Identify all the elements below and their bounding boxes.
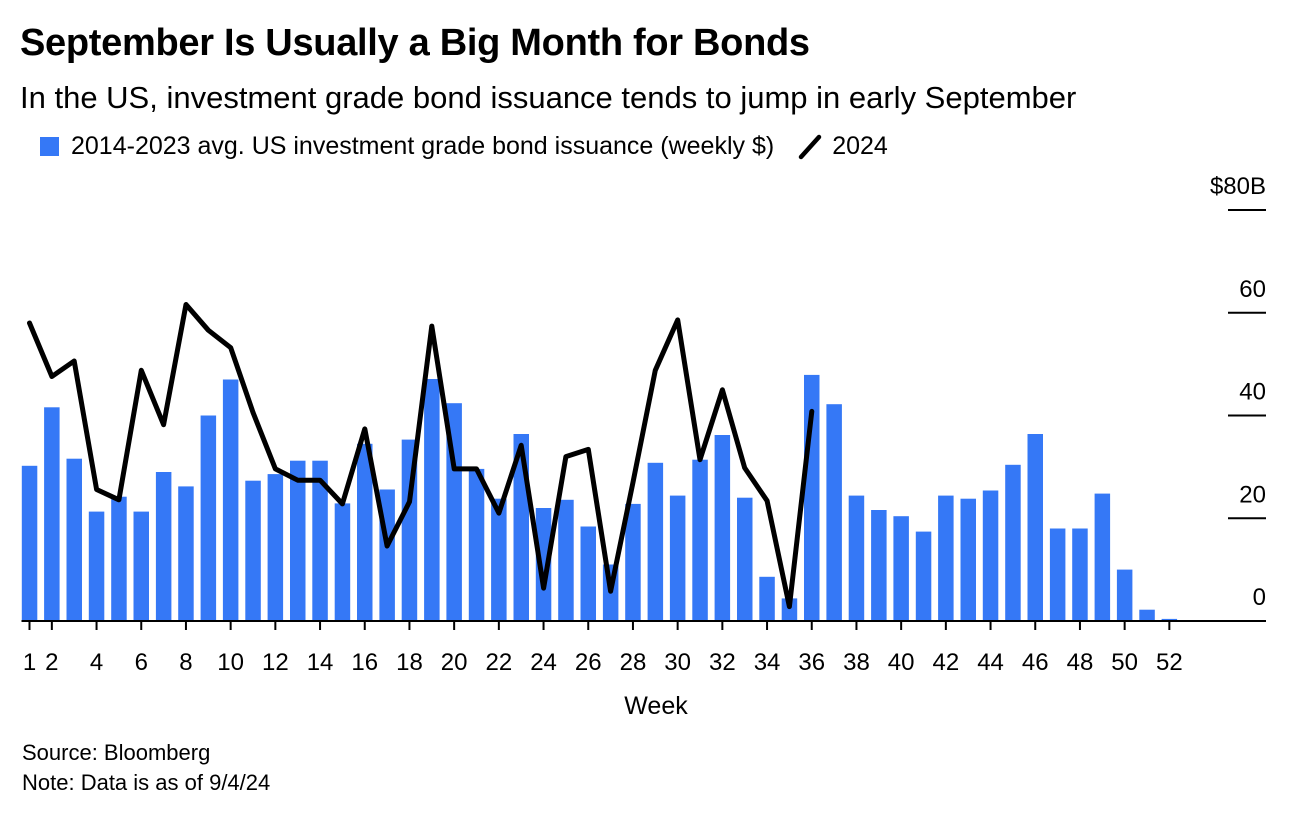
- bar-week-7: [155, 472, 172, 621]
- bar-week-19: [424, 379, 440, 621]
- x-tick-label-14: 14: [307, 649, 334, 676]
- bar-week-28: [625, 503, 641, 621]
- bar-week-41: [915, 531, 932, 621]
- x-tick-label-4: 4: [90, 649, 103, 676]
- bar-series: [21, 374, 1178, 621]
- bar-week-2: [44, 407, 60, 621]
- x-tick-label-28: 28: [620, 649, 647, 676]
- x-tick-label-44: 44: [977, 649, 1004, 676]
- bar-week-30: [669, 495, 686, 621]
- bar-week-15: [334, 503, 351, 621]
- chart-title: September Is Usually a Big Month for Bon…: [20, 22, 810, 64]
- x-tick-label-34: 34: [754, 649, 781, 676]
- bar-week-8: [178, 486, 194, 621]
- x-tick-label-48: 48: [1067, 649, 1094, 676]
- bar-week-4: [88, 511, 105, 621]
- bar-week-44: [982, 490, 999, 621]
- bar-week-50: [1116, 569, 1133, 621]
- x-tick-label-32: 32: [709, 649, 736, 676]
- x-tick-label-2: 2: [45, 649, 58, 676]
- line-series-2024: [27, 302, 815, 610]
- bar-week-6: [133, 511, 149, 621]
- bar-week-47: [1049, 528, 1066, 621]
- bar-week-49: [1094, 493, 1111, 621]
- x-tick-label-10: 10: [217, 649, 244, 676]
- x-tick-label-24: 24: [530, 649, 557, 676]
- legend-line-label: 2024: [832, 132, 888, 160]
- bar-week-43: [960, 498, 976, 621]
- bar-week-31: [692, 459, 708, 621]
- x-tick-label-46: 46: [1022, 649, 1049, 676]
- bar-week-42: [938, 495, 954, 621]
- y-tick-label-20: 20: [1239, 481, 1266, 508]
- x-tick-label-40: 40: [888, 649, 915, 676]
- x-tick-label-8: 8: [179, 649, 192, 676]
- source-text: Source: Bloomberg: [22, 740, 211, 765]
- bar-week-25: [558, 499, 574, 621]
- chart-subtitle: In the US, investment grade bond issuanc…: [20, 80, 1077, 115]
- bar-week-40: [893, 516, 909, 621]
- bar-week-48: [1072, 528, 1088, 621]
- bar-week-26: [580, 526, 596, 621]
- bar-week-5: [111, 496, 127, 621]
- bar-week-13: [290, 460, 306, 621]
- bar-week-11: [245, 480, 261, 621]
- bar-week-24: [535, 508, 552, 621]
- x-tick-label-12: 12: [262, 649, 289, 676]
- x-tick-label-36: 36: [798, 649, 825, 676]
- bar-week-14: [312, 460, 328, 621]
- x-tick-label-38: 38: [843, 649, 870, 676]
- bar-week-46: [1027, 434, 1043, 621]
- bar-week-51: [1139, 609, 1155, 621]
- bar-week-34: [759, 576, 775, 621]
- bar-week-10: [222, 379, 239, 621]
- x-tick-label-16: 16: [351, 649, 378, 676]
- y-tick-label-80: $80B: [1210, 173, 1266, 200]
- bar-week-1: [21, 465, 38, 621]
- x-tick-label-26: 26: [575, 649, 602, 676]
- x-tick-label-52: 52: [1156, 649, 1183, 676]
- x-tick-label-20: 20: [441, 649, 468, 676]
- bar-week-39: [871, 510, 887, 621]
- x-tick-label-50: 50: [1111, 649, 1138, 676]
- bar-week-9: [200, 415, 217, 621]
- bar-week-22: [491, 498, 507, 621]
- x-tick-label-6: 6: [135, 649, 148, 676]
- legend-bar-swatch: [40, 137, 59, 156]
- bar-week-32: [714, 435, 731, 621]
- legend-bars-label: 2014-2023 avg. US investment grade bond …: [71, 132, 775, 160]
- x-tick-label-1: 1: [23, 649, 36, 676]
- bar-week-38: [848, 495, 865, 621]
- x-tick-label-42: 42: [932, 649, 959, 676]
- bar-week-52: [1161, 618, 1178, 621]
- bar-week-35: [781, 598, 798, 621]
- y-tick-label-40: 40: [1239, 379, 1266, 406]
- bar-week-12: [267, 474, 284, 621]
- bar-week-21: [468, 468, 485, 621]
- bar-week-16: [357, 443, 373, 621]
- bar-week-29: [647, 462, 664, 621]
- y-tick-label-0: 0: [1253, 584, 1266, 611]
- x-tick-label-18: 18: [396, 649, 423, 676]
- legend-line-icon: [798, 134, 822, 159]
- bar-week-37: [826, 404, 842, 621]
- y-axis: 0 20 40 60 $80B: [1210, 173, 1266, 611]
- note-text: Note: Data is as of 9/4/24: [22, 770, 271, 795]
- x-tick-label-22: 22: [485, 649, 512, 676]
- legend: 2014-2023 avg. US investment grade bond …: [40, 132, 888, 161]
- bar-week-3: [66, 458, 82, 621]
- x-axis: 1 2 4 6 8 10 12 14 16 18 20 22 24 26 28 30 32 34 36 38 40 42 4…: [23, 621, 1183, 676]
- bar-week-45: [1005, 464, 1021, 621]
- y-tick-label-60: 60: [1239, 276, 1266, 303]
- bar-week-33: [737, 497, 753, 621]
- x-tick-label-30: 30: [664, 649, 691, 676]
- x-axis-title: Week: [624, 692, 688, 720]
